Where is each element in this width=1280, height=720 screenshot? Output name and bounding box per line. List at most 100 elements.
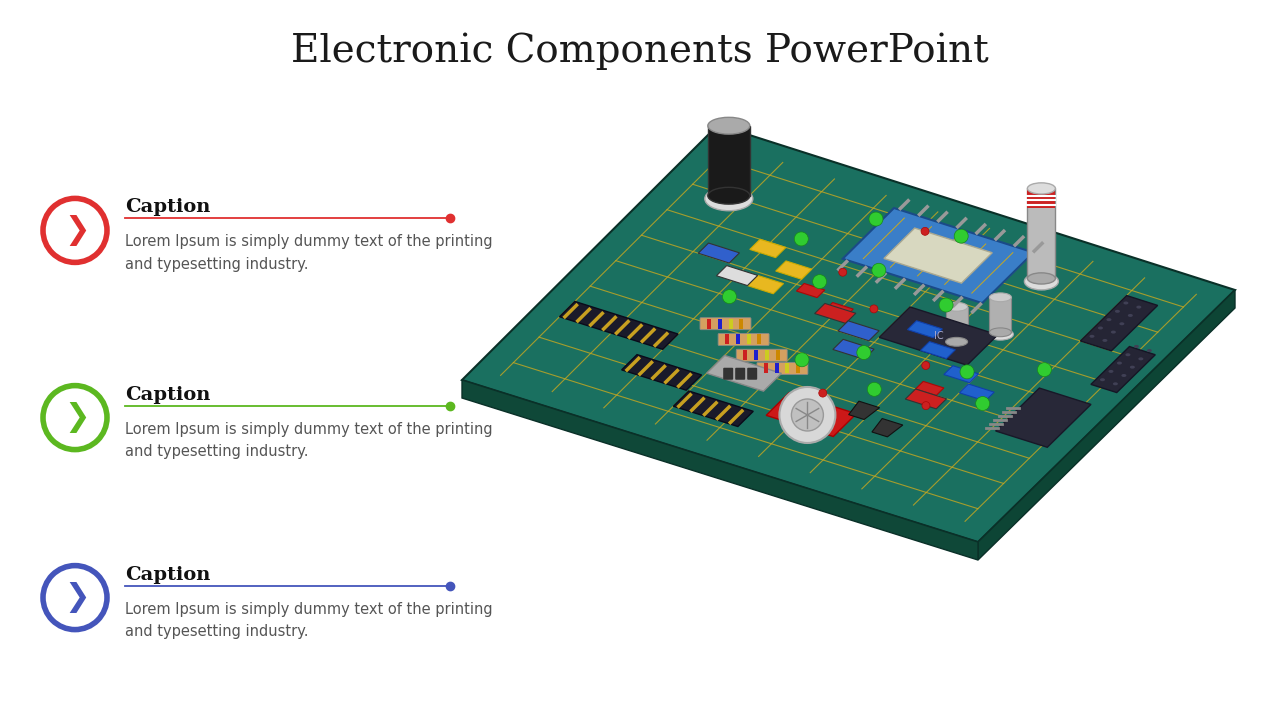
Circle shape bbox=[780, 387, 836, 443]
Circle shape bbox=[868, 382, 882, 396]
Ellipse shape bbox=[708, 187, 750, 204]
Polygon shape bbox=[960, 384, 995, 401]
Ellipse shape bbox=[1106, 318, 1111, 321]
Ellipse shape bbox=[989, 328, 1011, 337]
Polygon shape bbox=[767, 392, 856, 436]
Text: Caption: Caption bbox=[125, 386, 210, 404]
Ellipse shape bbox=[946, 338, 968, 346]
Circle shape bbox=[922, 228, 929, 235]
Bar bbox=[946, 307, 968, 342]
Bar bbox=[754, 350, 758, 360]
Polygon shape bbox=[996, 388, 1091, 447]
Bar bbox=[746, 335, 750, 344]
Circle shape bbox=[869, 212, 883, 226]
Polygon shape bbox=[908, 320, 942, 338]
Polygon shape bbox=[879, 307, 998, 365]
Polygon shape bbox=[462, 380, 978, 560]
Polygon shape bbox=[884, 228, 992, 283]
Circle shape bbox=[960, 365, 974, 379]
Polygon shape bbox=[750, 239, 786, 258]
Bar bbox=[796, 364, 800, 374]
Circle shape bbox=[791, 399, 823, 431]
Polygon shape bbox=[748, 276, 783, 294]
Polygon shape bbox=[978, 290, 1235, 560]
Ellipse shape bbox=[1124, 302, 1129, 305]
Ellipse shape bbox=[1111, 330, 1116, 333]
Bar bbox=[989, 297, 1011, 333]
Polygon shape bbox=[622, 354, 701, 390]
Bar bbox=[786, 364, 790, 374]
Bar bbox=[774, 364, 778, 374]
Bar bbox=[776, 350, 780, 360]
FancyBboxPatch shape bbox=[736, 349, 787, 361]
Ellipse shape bbox=[1028, 273, 1056, 284]
Ellipse shape bbox=[1125, 354, 1130, 356]
Polygon shape bbox=[1080, 295, 1157, 351]
Ellipse shape bbox=[1119, 323, 1124, 325]
Polygon shape bbox=[833, 339, 874, 359]
Polygon shape bbox=[814, 303, 856, 323]
Polygon shape bbox=[824, 302, 854, 317]
Polygon shape bbox=[838, 321, 879, 341]
Ellipse shape bbox=[1112, 382, 1117, 385]
FancyBboxPatch shape bbox=[718, 333, 769, 346]
Polygon shape bbox=[849, 401, 879, 420]
Text: Caption: Caption bbox=[125, 199, 210, 217]
Ellipse shape bbox=[1147, 349, 1152, 352]
Polygon shape bbox=[673, 391, 753, 426]
Text: Lorem Ipsum is simply dummy text of the printing
and typesetting industry.: Lorem Ipsum is simply dummy text of the … bbox=[125, 602, 493, 639]
Circle shape bbox=[856, 346, 870, 359]
Ellipse shape bbox=[989, 293, 1011, 302]
Ellipse shape bbox=[1128, 314, 1133, 317]
Polygon shape bbox=[707, 356, 781, 391]
Bar bbox=[736, 335, 740, 344]
Text: IC: IC bbox=[933, 331, 943, 341]
Ellipse shape bbox=[1134, 345, 1139, 348]
Ellipse shape bbox=[705, 186, 753, 211]
Polygon shape bbox=[905, 389, 946, 409]
Text: ❯: ❯ bbox=[64, 402, 90, 433]
Bar bbox=[707, 319, 710, 329]
Text: Lorem Ipsum is simply dummy text of the printing
and typesetting industry.: Lorem Ipsum is simply dummy text of the … bbox=[125, 235, 493, 271]
Polygon shape bbox=[796, 284, 824, 297]
Circle shape bbox=[870, 305, 878, 313]
Bar bbox=[726, 335, 730, 344]
Polygon shape bbox=[915, 382, 943, 395]
Text: ❯: ❯ bbox=[64, 582, 90, 613]
Bar bbox=[728, 319, 732, 329]
Polygon shape bbox=[943, 366, 979, 383]
Circle shape bbox=[1037, 363, 1051, 377]
Text: Lorem Ipsum is simply dummy text of the printing
and typesetting industry.: Lorem Ipsum is simply dummy text of the … bbox=[125, 422, 493, 459]
Ellipse shape bbox=[987, 328, 1014, 340]
FancyBboxPatch shape bbox=[748, 368, 758, 379]
Text: Caption: Caption bbox=[125, 566, 210, 584]
Ellipse shape bbox=[1130, 366, 1135, 369]
Circle shape bbox=[922, 402, 931, 410]
Circle shape bbox=[813, 274, 827, 289]
Bar bbox=[758, 335, 762, 344]
Circle shape bbox=[922, 361, 929, 369]
Polygon shape bbox=[559, 302, 678, 349]
Ellipse shape bbox=[1089, 335, 1094, 338]
Circle shape bbox=[954, 229, 968, 243]
Bar bbox=[765, 350, 769, 360]
Circle shape bbox=[872, 264, 886, 277]
Ellipse shape bbox=[1117, 361, 1123, 364]
Ellipse shape bbox=[1108, 370, 1114, 373]
Bar bbox=[744, 350, 748, 360]
Ellipse shape bbox=[1098, 326, 1103, 330]
Ellipse shape bbox=[1028, 183, 1056, 194]
Polygon shape bbox=[842, 208, 1033, 303]
Ellipse shape bbox=[946, 302, 968, 311]
Polygon shape bbox=[1091, 346, 1156, 392]
Bar bbox=[708, 126, 750, 196]
Polygon shape bbox=[699, 243, 740, 263]
Ellipse shape bbox=[1137, 305, 1142, 309]
Polygon shape bbox=[920, 341, 955, 359]
Polygon shape bbox=[717, 266, 758, 286]
Ellipse shape bbox=[1100, 378, 1105, 381]
Polygon shape bbox=[776, 261, 812, 279]
Ellipse shape bbox=[943, 338, 969, 350]
FancyBboxPatch shape bbox=[756, 362, 808, 374]
Circle shape bbox=[975, 397, 989, 410]
